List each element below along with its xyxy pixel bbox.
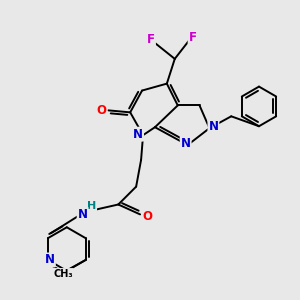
Text: N: N <box>78 208 88 221</box>
Text: N: N <box>45 254 55 266</box>
Text: O: O <box>142 210 152 223</box>
Text: O: O <box>97 104 106 117</box>
Text: N: N <box>208 120 218 133</box>
Text: N: N <box>181 136 191 150</box>
Text: F: F <box>147 32 155 46</box>
Text: H: H <box>87 202 96 212</box>
Text: CH₃: CH₃ <box>53 269 73 279</box>
Text: F: F <box>189 31 196 44</box>
Text: N: N <box>133 128 143 141</box>
